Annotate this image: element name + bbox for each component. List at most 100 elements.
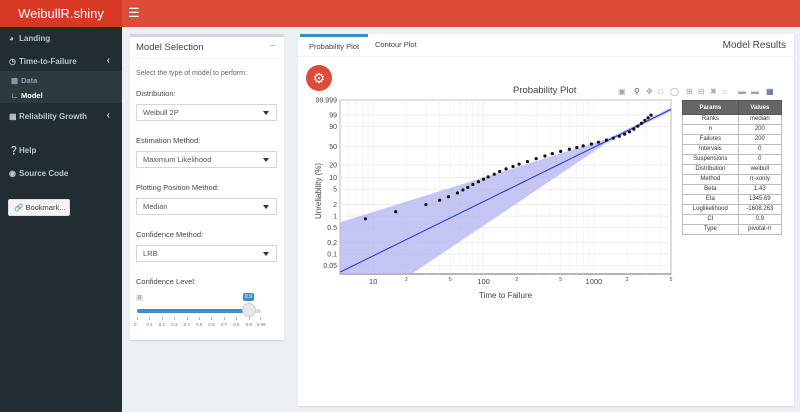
data-point	[646, 116, 650, 120]
data-point	[498, 169, 502, 174]
slider-tick	[248, 317, 250, 320]
distribution-select[interactable]: Weibull 2P	[136, 104, 277, 121]
tabs-divider	[298, 56, 794, 57]
spike-icon[interactable]: ▬	[738, 87, 746, 96]
plotting-position-select[interactable]: Median	[136, 198, 277, 215]
slider-value-label: 0.9	[242, 293, 255, 301]
bookmark-button[interactable]: 🔗 Bookmark...	[8, 199, 70, 216]
sidebar-item-source-code[interactable]: ◉ Source Code	[0, 163, 122, 183]
table-row: CI 0.9	[682, 214, 783, 225]
data-point	[486, 175, 490, 179]
divider	[130, 58, 284, 59]
data-point	[446, 195, 450, 199]
zoom-out-icon[interactable]: ⊟	[698, 87, 705, 96]
param-name-cell: Ranks	[682, 114, 739, 125]
param-name-cell: Beta	[682, 184, 739, 195]
slider-handle[interactable]	[241, 303, 256, 317]
table-header: Params	[682, 100, 739, 115]
param-value-cell: 0	[737, 144, 783, 155]
table-row: Method rr-xonly	[682, 174, 783, 185]
param-value-cell: rr-xonly	[737, 174, 783, 185]
x-tick-label: 2	[405, 277, 408, 283]
plotting-position-value: Median	[143, 202, 168, 211]
y-tick-label: 99.999	[316, 98, 338, 105]
y-tick-label: 0.1	[327, 252, 337, 259]
model-hint: Select the type of model to perform:	[136, 70, 247, 77]
slider-tick-label: 0.5	[196, 322, 203, 327]
box-title: Model Selection	[136, 42, 204, 53]
data-point	[511, 164, 515, 169]
data-point	[481, 177, 486, 181]
lasso-icon[interactable]: ◯	[670, 87, 679, 96]
y-tick-label: 10	[329, 175, 337, 182]
sidebar-item-label: Source Code	[19, 169, 69, 178]
zoom-icon[interactable]: ⚲	[634, 87, 640, 96]
sidebar-item-label: Reliability Growth	[19, 112, 88, 121]
sidebar-subitem-data[interactable]: ▦ Data	[0, 73, 122, 87]
app-logo[interactable]: WeibullR.shiny	[0, 0, 122, 27]
autoscale-icon[interactable]: ✖	[710, 87, 717, 96]
y-tick-label: 50	[329, 144, 337, 151]
plot-toolbar: ▣ ⚲ ✥ □ ◯ ⊞ ⊟ ✖ ⌂ ▬ ▬ ▦	[618, 87, 778, 97]
distribution-label: Distribution:	[136, 89, 176, 98]
data-point	[627, 130, 632, 134]
data-point	[394, 210, 398, 214]
estimation-select[interactable]: Maximum Likelihood	[136, 151, 277, 168]
chevron-left-icon: ‹	[106, 110, 110, 121]
data-point	[550, 151, 554, 156]
gear-icon[interactable]: ⚙	[306, 65, 332, 91]
table-row: Intervals 0	[682, 144, 783, 155]
slider-tick	[161, 317, 163, 320]
slider-tick	[211, 317, 213, 320]
param-name-cell: CI	[682, 214, 739, 225]
camera-icon[interactable]: ▣	[618, 87, 626, 96]
param-name-cell: n	[682, 124, 739, 135]
box-select-icon[interactable]: □	[658, 87, 663, 96]
plotly-logo-icon[interactable]: ▦	[766, 87, 774, 96]
sidebar-item-reliability-growth[interactable]: ▦ Reliability Growth ‹	[0, 106, 122, 126]
sidebar-item-time-to-failure[interactable]: ◷ Time-to-Failure ‹	[0, 51, 122, 71]
slider-tick	[137, 317, 138, 320]
clock-icon: ◷	[9, 57, 16, 66]
model-results-box: Probability Plot Contour Plot Model Resu…	[298, 34, 794, 406]
sidebar-item-help[interactable]: ❔ Help	[0, 140, 122, 160]
tab-contour-plot[interactable]: Contour Plot	[375, 40, 417, 49]
data-point	[575, 145, 579, 150]
data-point	[476, 180, 481, 184]
data-point	[632, 127, 636, 131]
param-name-cell: Failures	[682, 134, 739, 145]
y-tick-label: 90	[329, 124, 337, 131]
compare-icon[interactable]: ▬	[751, 87, 759, 96]
collapse-icon[interactable]: −	[270, 41, 276, 52]
data-point	[604, 138, 609, 142]
zoom-in-icon[interactable]: ⊞	[686, 87, 693, 96]
sidebar-subitem-label: Model	[21, 91, 43, 100]
sidebar-subitem-label: Data	[21, 76, 38, 85]
confidence-level-slider[interactable]	[137, 309, 261, 313]
params-table: Params Values Ranks median n 200 Failures 200…	[682, 100, 783, 235]
slider-tick-label: 0.7	[220, 322, 228, 327]
y-tick-label: 2	[333, 202, 337, 209]
slider-tick-label: 0.99	[256, 322, 266, 327]
tab-probability-plot[interactable]: Probability Plot	[300, 34, 369, 56]
confidence-method-select[interactable]: LRB	[136, 245, 277, 262]
home-icon[interactable]: ⌂	[722, 87, 727, 96]
slider-tick-label: 0.8	[233, 322, 240, 327]
hamburger-icon[interactable]: ☰	[128, 5, 140, 20]
sidebar-item-landing[interactable]: ◕ Landing	[0, 28, 122, 48]
results-title: Model Results	[722, 40, 786, 51]
param-value-cell: -1608.263	[737, 204, 783, 215]
landing-icon: ◕	[9, 34, 14, 43]
confidence-level-label: Confidence Level:	[136, 277, 197, 286]
confidence-method-value: LRB	[143, 249, 158, 258]
slider-tick-label: 0.2	[158, 322, 166, 327]
slider-tick-label: 0	[134, 322, 137, 327]
param-name-cell: Loglikelihood	[682, 204, 739, 215]
slider-tick-label: 0.4	[183, 322, 190, 327]
data-point	[559, 149, 563, 153]
pan-icon[interactable]: ✥	[646, 87, 653, 96]
data-point	[639, 121, 644, 125]
sidebar-subitem-model[interactable]: ∟ Model	[0, 88, 122, 102]
data-point	[455, 191, 460, 195]
